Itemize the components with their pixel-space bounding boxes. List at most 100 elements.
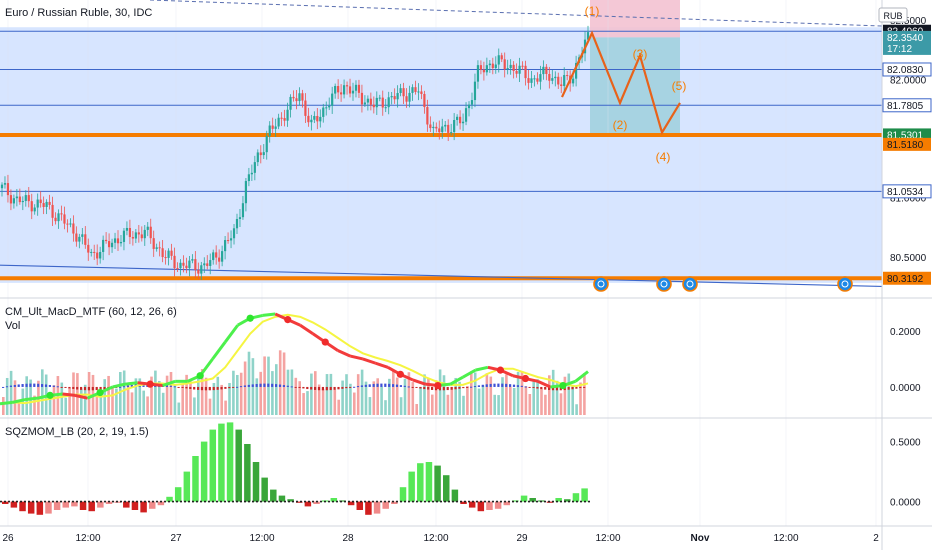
main-pane[interactable] [0, 0, 882, 283]
volume-indicator-title[interactable]: Vol [5, 320, 20, 332]
event-marker-inner-2 [686, 280, 694, 288]
volume-bar-106 [415, 404, 418, 415]
macd-hist-23 [91, 386, 94, 391]
macd-hist-130 [509, 384, 512, 387]
currency-badge-label: RUB [883, 11, 902, 21]
candle-body-168 [500, 55, 503, 60]
candle-body-2 [6, 183, 10, 196]
price-tag-bg-3 [882, 98, 932, 113]
volume-bar-44 [173, 384, 177, 415]
volume-bar-79 [310, 373, 313, 415]
sqz-bar-16 [140, 501, 147, 513]
macd-hist-31 [122, 386, 126, 388]
volume-bar-65 [255, 378, 259, 415]
event-marker-inner-1 [660, 280, 668, 288]
elliott-wave-drawing[interactable] [561, 30, 681, 136]
candle-body-50 [149, 226, 152, 239]
candle-body-171 [509, 64, 512, 69]
volume-bar-7 [29, 379, 32, 415]
volume-bar-47 [185, 374, 188, 415]
volume-bar-88 [345, 374, 348, 415]
volume-bar-112 [438, 369, 442, 415]
candle-body-20 [60, 213, 63, 215]
macd-line-seg-38 [462, 368, 477, 379]
candle-body-118 [351, 90, 355, 94]
candle-body-180 [536, 78, 539, 82]
price-axis-label-3: 82.0000 [890, 75, 927, 86]
candle-body-185 [551, 78, 554, 81]
sqz-bar-32 [278, 495, 286, 502]
macd-hist-11 [44, 384, 48, 387]
event-markers[interactable] [593, 276, 853, 292]
candle-body-65 [194, 259, 197, 270]
volume-bar-140 [548, 375, 551, 415]
squeeze-momentum-pane[interactable] [0, 422, 590, 515]
price-tag-bg-5 [883, 137, 931, 151]
time-axis[interactable]: 26 12:00 27 12:00 28 12:00 29 12:00 Nov 12:00 2 [2, 533, 879, 544]
candle-body-57 [170, 250, 173, 256]
candle-body-35 [105, 239, 108, 242]
volume-bar-108 [423, 374, 426, 415]
macd-hist-49 [193, 386, 196, 390]
candle-body-94 [280, 117, 283, 119]
macd-hist-6 [25, 383, 28, 387]
candle-body-102 [304, 100, 307, 116]
macd-hist-76 [298, 386, 301, 388]
macd-hist-52 [204, 386, 207, 391]
macd-hist-92 [360, 385, 363, 387]
macd-hist-53 [208, 386, 211, 391]
volume-bar-0 [2, 397, 5, 415]
sqz-bar-34 [296, 501, 303, 503]
candle-body-178 [530, 78, 533, 83]
macd-line-seg-19 [223, 324, 239, 343]
candle-body-134 [399, 88, 402, 94]
candle-body-170 [506, 68, 509, 70]
macd-line-seg-14 [162, 379, 176, 387]
volume-bar-24 [95, 392, 99, 415]
macd-hist-96 [376, 383, 379, 387]
volume-bar-59 [232, 370, 235, 415]
sqz-bar-57 [494, 501, 502, 509]
volume-bar-30 [119, 372, 122, 415]
macd-hist-14 [56, 386, 59, 388]
candle-body-8 [24, 195, 27, 201]
macd-hist-58 [228, 386, 231, 389]
macd-pane[interactable] [0, 312, 589, 415]
candle-body-45 [134, 232, 137, 239]
macd-hist-135 [528, 386, 531, 388]
macd-signal-line [0, 313, 589, 405]
macd-hist-26 [103, 386, 106, 390]
macd-hist-4 [17, 384, 20, 387]
macd-hist-13 [52, 385, 55, 387]
volume-bar-31 [122, 370, 126, 415]
symbol-title[interactable]: Euro / Russian Ruble, 30, IDC [5, 7, 152, 19]
candle-body-1 [3, 183, 7, 185]
price-candles[interactable] [0, 25, 590, 280]
candle-body-33 [99, 251, 102, 259]
candle-body-197 [586, 32, 590, 40]
candle-body-89 [265, 135, 268, 153]
candle-body-106 [316, 115, 319, 122]
sqz-bar-55 [477, 501, 485, 512]
candle-body-110 [328, 105, 331, 108]
macd-hist-108 [423, 386, 426, 390]
volume-bar-40 [158, 380, 161, 415]
grid-lines [7, 0, 877, 526]
volume-bar-132 [516, 371, 520, 415]
sqz-bar-46 [399, 487, 407, 502]
candle-body-14 [42, 203, 45, 207]
horizontal-levels[interactable] [0, 0, 883, 287]
candle-body-62 [185, 265, 188, 269]
volume-bar-117 [458, 381, 461, 415]
sqzmom-indicator-title[interactable]: SQZMOM_LB (20, 2, 19, 1.5) [5, 426, 149, 438]
candle-body-82 [244, 181, 248, 204]
volume-bar-143 [559, 393, 563, 415]
volume-bar-138 [540, 388, 543, 415]
macd-indicator-title[interactable]: CM_Ult_MacD_MTF (60, 12, 26, 6) [5, 306, 177, 318]
candle-body-49 [146, 226, 149, 230]
currency-badge[interactable] [878, 7, 908, 23]
candle-body-164 [488, 63, 491, 66]
volume-bar-55 [216, 376, 220, 415]
